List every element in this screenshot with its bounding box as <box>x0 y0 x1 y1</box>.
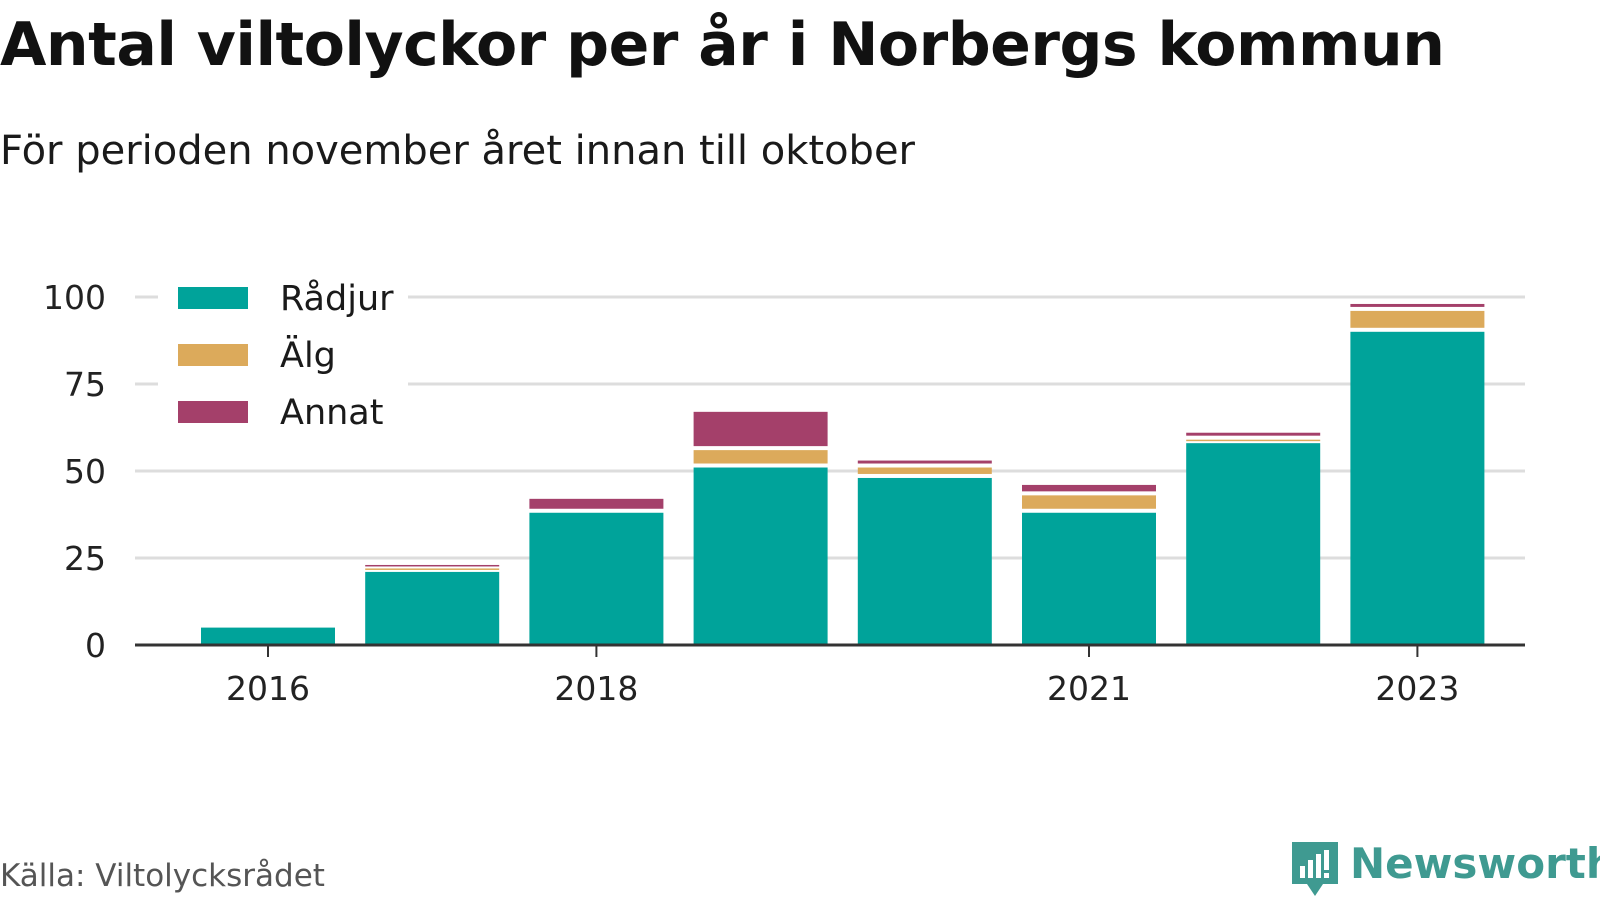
bar-segment-r-djur-2018 <box>529 512 664 645</box>
chart-subtitle: För perioden november året innan till ok… <box>0 128 915 174</box>
bar-segment-annat-2020 <box>857 460 992 464</box>
bar-segment-annat-2019 <box>693 411 828 447</box>
bar-segment-annat-2017 <box>365 564 500 567</box>
bar-segment--lg-2017 <box>365 568 500 570</box>
x-tick-label: 2021 <box>1047 669 1131 708</box>
newsworthy-logo-icon <box>1292 842 1338 896</box>
bar-segment-annat-2022 <box>1186 432 1321 436</box>
chart-title: Antal viltolyckor per år i Norbergs komm… <box>0 10 1445 80</box>
legend-swatch <box>178 401 248 423</box>
y-tick-label: 75 <box>64 365 106 404</box>
legend-label: Älg <box>280 334 336 376</box>
bar-segment--lg-2022 <box>1186 439 1321 442</box>
bar-segment-r-djur-2020 <box>857 477 992 645</box>
legend-swatch <box>178 287 248 309</box>
newsworthy-logo: Newsworthy <box>1290 840 1600 900</box>
legend-swatch <box>178 344 248 366</box>
bar-segment-r-djur-2019 <box>693 467 828 645</box>
source-note: Källa: Viltolycksrådet <box>0 858 325 894</box>
bar-segment-r-djur-2023 <box>1350 331 1485 645</box>
y-tick-label: 0 <box>85 626 106 665</box>
y-tick-label: 100 <box>43 278 106 317</box>
x-tick-label: 2018 <box>554 669 638 708</box>
bar-segment-r-djur-2017 <box>365 571 500 645</box>
bar-segment--lg-2021 <box>1022 495 1156 509</box>
bar-segment--lg-2019 <box>693 450 828 464</box>
legend-label: Rådjur <box>280 278 394 319</box>
brand-name: Newsworthy <box>1350 839 1600 888</box>
bar-segment--lg-2020 <box>857 467 992 474</box>
x-tick-label: 2016 <box>226 669 310 708</box>
bar-segment-annat-2023 <box>1350 303 1485 307</box>
bar-segment--lg-2023 <box>1350 310 1485 328</box>
bar-segment-r-djur-2022 <box>1186 443 1321 645</box>
bar-segment-r-djur-2021 <box>1022 512 1156 645</box>
y-tick-label: 50 <box>64 452 106 491</box>
x-tick-label: 2023 <box>1375 669 1459 708</box>
bar-segment-annat-2021 <box>1022 484 1156 492</box>
y-tick-label: 25 <box>64 539 106 578</box>
bar-segment-annat-2018 <box>529 498 664 509</box>
bar-segment-r-djur-2016 <box>201 627 335 645</box>
legend-label: Annat <box>280 393 383 433</box>
